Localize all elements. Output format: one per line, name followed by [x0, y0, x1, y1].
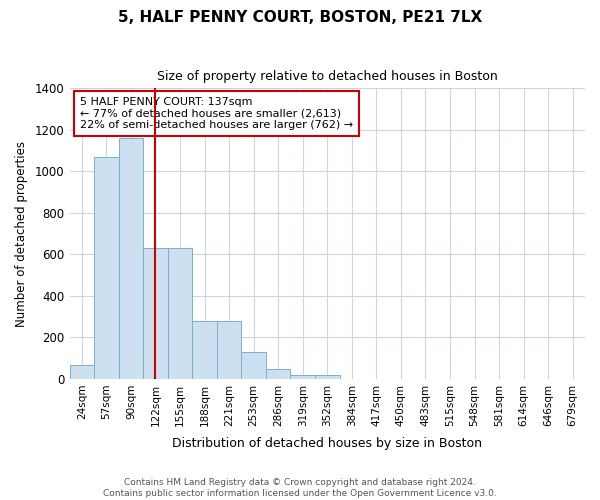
- Text: Contains HM Land Registry data © Crown copyright and database right 2024.
Contai: Contains HM Land Registry data © Crown c…: [103, 478, 497, 498]
- Bar: [192, 321, 217, 379]
- Bar: [143, 248, 168, 379]
- Bar: [217, 321, 241, 379]
- Text: 5 HALF PENNY COURT: 137sqm
← 77% of detached houses are smaller (2,613)
22% of s: 5 HALF PENNY COURT: 137sqm ← 77% of deta…: [80, 97, 353, 130]
- Bar: [266, 368, 290, 379]
- X-axis label: Distribution of detached houses by size in Boston: Distribution of detached houses by size …: [172, 437, 482, 450]
- Bar: [94, 157, 119, 379]
- Bar: [70, 366, 94, 379]
- Y-axis label: Number of detached properties: Number of detached properties: [15, 140, 28, 326]
- Bar: [315, 375, 340, 379]
- Bar: [241, 352, 266, 379]
- Bar: [168, 248, 192, 379]
- Title: Size of property relative to detached houses in Boston: Size of property relative to detached ho…: [157, 70, 497, 83]
- Text: 5, HALF PENNY COURT, BOSTON, PE21 7LX: 5, HALF PENNY COURT, BOSTON, PE21 7LX: [118, 10, 482, 25]
- Bar: [119, 138, 143, 379]
- Bar: [290, 375, 315, 379]
